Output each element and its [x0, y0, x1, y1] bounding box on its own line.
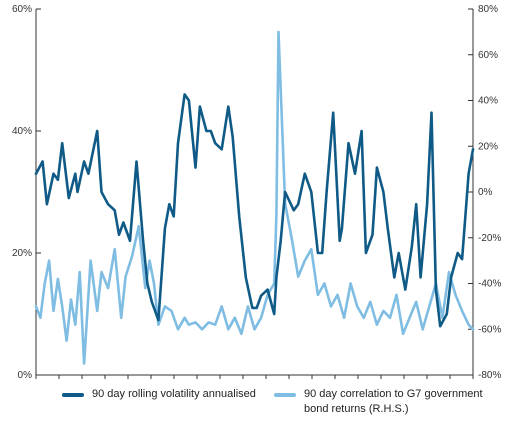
x-tick-label: 97 [30, 384, 42, 385]
x-tick-label: 17 [467, 384, 479, 385]
x-tick-label: 16 [444, 384, 456, 385]
x-tick-label: 07 [237, 384, 249, 385]
legend-label-volatility: 90 day rolling volatility annualised [92, 388, 256, 400]
x-tick-label: 03 [145, 384, 157, 385]
x-tick-label: 08 [260, 384, 272, 385]
series-line-correlation [34, 30, 475, 365]
x-tick-label: 01 [99, 384, 111, 385]
y-right-tick-label: -80% [478, 370, 501, 381]
legend-swatch-volatility [62, 393, 84, 397]
series-line-volatility [34, 93, 475, 328]
y-left-tick-label: 0% [18, 370, 33, 381]
x-tick-label: 12 [352, 384, 364, 385]
chart-legend: 90 day rolling volatility annualised 90 … [62, 383, 502, 433]
x-tick-label: 98 [53, 384, 65, 385]
y-right-tick-label: 0% [478, 187, 493, 198]
y-right-tick-label: -20% [478, 233, 501, 244]
legend-label-correlation: 90 day correlation to G7 government bond… [304, 388, 483, 415]
y-left-tick-label: 20% [12, 248, 32, 259]
legend-item-correlation: 90 day correlation to G7 government bond… [274, 387, 504, 417]
x-tick-label: 11 [330, 384, 341, 385]
x-tick-label: 04 [168, 384, 180, 385]
legend-swatch-correlation [274, 393, 296, 397]
x-tick-label: 15 [421, 384, 433, 385]
x-tick-label: 02 [122, 384, 134, 385]
y-left-tick-label: 60% [12, 4, 32, 15]
x-tick-label: 13 [375, 384, 387, 385]
x-tick-label: 05 [191, 384, 203, 385]
y-left-tick-label: 40% [12, 126, 32, 137]
y-right-tick-label: -60% [478, 324, 501, 335]
y-right-tick-label: 60% [478, 50, 498, 61]
y-right-tick-label: 20% [478, 141, 498, 152]
x-tick-label: 10 [306, 384, 318, 385]
line-chart: 0% 20% 40% 60% -80% -60% -40% -20% 0% 20% 40% 60% 80… [12, 4, 501, 385]
x-tick-label: 09 [283, 384, 295, 385]
legend-item-volatility: 90 day rolling volatility annualised [62, 387, 282, 402]
y-right-tick-label: 40% [478, 96, 498, 107]
x-tick-label: 14 [398, 384, 410, 385]
x-tick-label: 06 [214, 384, 226, 385]
x-tick-label: 99 [76, 384, 88, 385]
y-right-tick-label: -40% [478, 279, 501, 290]
y-right-tick-label: 80% [478, 4, 498, 15]
